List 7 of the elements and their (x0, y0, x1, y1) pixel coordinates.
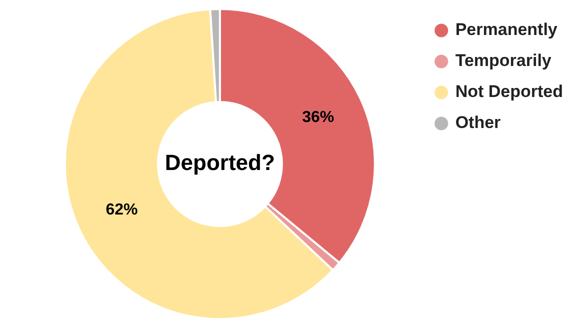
legend-label: Permanently (455, 20, 558, 40)
legend-label: Other (455, 113, 502, 132)
data-label: 36% (302, 109, 334, 126)
legend-label: Temporarily (455, 51, 552, 70)
text: Deported? (164, 150, 275, 176)
data-label: 62% (106, 202, 138, 219)
legend-label: Not Deported (455, 82, 564, 102)
